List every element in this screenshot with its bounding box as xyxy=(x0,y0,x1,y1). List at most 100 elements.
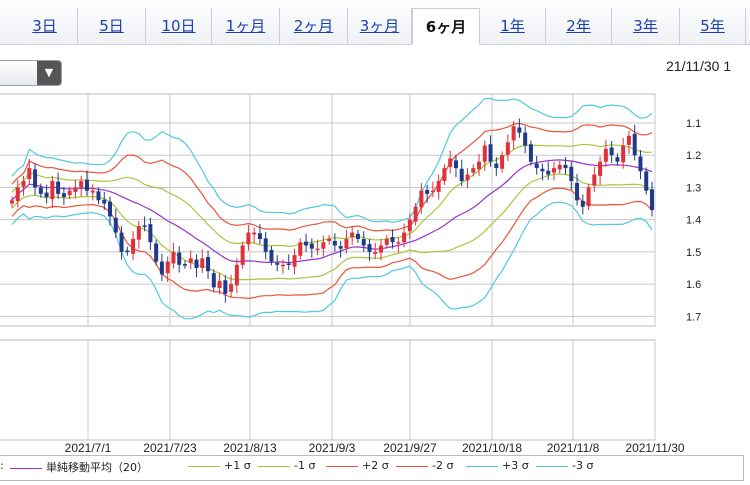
legend-item: -1 σ xyxy=(258,459,315,472)
tab-4[interactable]: 2ヶ月 xyxy=(280,8,348,44)
candle-body xyxy=(154,243,159,262)
candle-body xyxy=(131,239,136,254)
candle-body xyxy=(580,200,585,207)
candle-body xyxy=(477,161,482,170)
candle-body xyxy=(327,239,332,241)
candle-body xyxy=(15,187,20,201)
main-plot-frame xyxy=(0,93,656,327)
candle-body xyxy=(528,144,533,162)
candle-body xyxy=(373,251,378,254)
band-minus2-line xyxy=(11,187,653,300)
legend-swatch-icon xyxy=(466,465,498,467)
y-tick-label: 1.4 xyxy=(686,215,701,227)
legend-label: 単純移動平均（20） xyxy=(46,461,148,474)
candle-body xyxy=(482,145,487,162)
candle-body xyxy=(304,241,309,246)
legend-box xyxy=(0,455,744,481)
legend-swatch-icon xyxy=(326,465,358,467)
candle-body xyxy=(90,190,95,193)
legend-swatch-icon xyxy=(258,465,290,467)
candle-body xyxy=(367,244,372,252)
candle-body xyxy=(206,257,211,272)
candle-body xyxy=(350,232,355,238)
candle-body xyxy=(517,127,522,133)
band-plus3-line xyxy=(11,97,653,224)
candle-body xyxy=(286,263,291,265)
legend-item: -2 σ xyxy=(396,459,453,472)
tab-10[interactable]: 5年 xyxy=(680,8,746,44)
candle-body xyxy=(638,156,643,172)
candle-body xyxy=(73,187,78,192)
legend-label: -2 σ xyxy=(432,459,454,472)
candle-body xyxy=(223,280,228,294)
x-tick-label: 2021/7/1 xyxy=(65,441,112,455)
y-tick-label: 1.2 xyxy=(686,150,701,162)
tab-1[interactable]: 5日 xyxy=(78,8,146,44)
tab-9[interactable]: 3年 xyxy=(612,8,680,44)
candle-body xyxy=(355,233,360,239)
y-tick-label: 1.1 xyxy=(686,118,701,130)
legend-swatch-icon xyxy=(10,467,42,469)
candle-body xyxy=(563,164,568,169)
candle-body xyxy=(148,224,153,243)
tab-6[interactable]: 6ヶ月 xyxy=(412,8,480,45)
tab-3[interactable]: 1ヶ月 xyxy=(212,8,280,44)
candle-body xyxy=(338,246,343,249)
candle-body xyxy=(644,171,649,191)
x-tick-label: 2021/11/8 xyxy=(547,441,600,455)
x-tick-label: 2021/9/27 xyxy=(383,441,437,455)
tab-7[interactable]: 1年 xyxy=(480,8,546,44)
candle-body xyxy=(38,187,43,194)
candle-body xyxy=(257,233,262,239)
candle-body xyxy=(419,190,424,208)
tab-0[interactable]: 3日 xyxy=(12,8,78,44)
candle-body xyxy=(79,181,84,188)
candle-body xyxy=(471,168,476,173)
candle-body xyxy=(315,248,320,251)
candle-body xyxy=(246,232,251,245)
candle-body xyxy=(194,259,199,268)
candle-body xyxy=(551,168,556,173)
candle-body xyxy=(136,226,141,240)
chevron-down-icon[interactable]: ▼ xyxy=(37,61,61,85)
candle-body xyxy=(511,126,516,141)
candle-body xyxy=(119,232,124,252)
candle-body xyxy=(182,264,187,266)
band-plus2-line xyxy=(11,122,653,232)
band-plus1-line xyxy=(11,143,653,248)
chart-legend: : 単純移動平均（20） +1 σ -1 σ +2 σ -2 σ +3 σ -3 σ xyxy=(0,457,750,477)
candle-body xyxy=(84,179,89,191)
legend-swatch-icon xyxy=(188,465,220,467)
candle-body xyxy=(609,147,614,156)
candle-body xyxy=(396,242,401,244)
legend-item: 単純移動平均（20） xyxy=(10,459,148,475)
legend-item: +1 σ xyxy=(188,459,251,472)
candle-body xyxy=(275,262,280,265)
tab-5[interactable]: 3ヶ月 xyxy=(348,8,412,44)
candle-body xyxy=(292,255,297,267)
legend-label: +2 σ xyxy=(362,459,389,472)
candle-body xyxy=(229,284,234,292)
legend-label: -3 σ xyxy=(572,459,594,472)
candle-body xyxy=(332,240,337,246)
candle-body xyxy=(430,190,435,193)
sub-plot-frame xyxy=(0,339,656,441)
tab-8[interactable]: 2年 xyxy=(546,8,612,44)
candle-body xyxy=(459,168,464,181)
candle-body xyxy=(546,170,551,175)
candle-body xyxy=(61,193,66,198)
moving-average-line xyxy=(11,159,653,264)
candle-body xyxy=(361,239,366,246)
candle-body xyxy=(523,132,528,146)
y-tick-label: 1.3 xyxy=(686,182,701,194)
candle-body xyxy=(442,168,447,181)
candle-body xyxy=(10,200,14,204)
candle-body xyxy=(500,155,505,169)
candle-body xyxy=(494,163,499,169)
candle-body xyxy=(200,258,205,268)
tab-2[interactable]: 10日 xyxy=(146,8,212,44)
candle-body xyxy=(165,261,170,274)
chart-type-dropdown[interactable]: ▼ xyxy=(0,60,62,86)
candle-body xyxy=(234,264,239,286)
